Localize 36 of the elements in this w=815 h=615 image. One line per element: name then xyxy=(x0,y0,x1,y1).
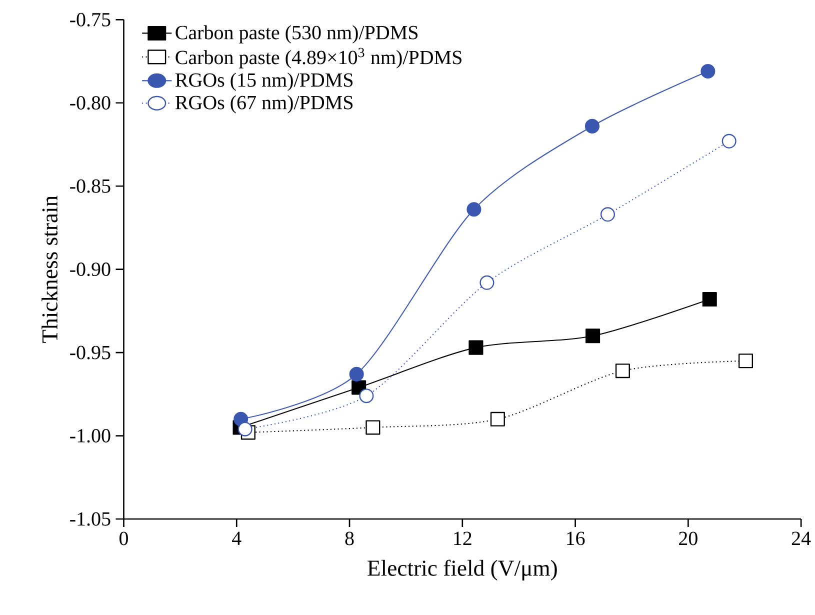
point xyxy=(238,422,252,436)
point xyxy=(584,118,600,134)
legend-label: RGOs (15 nm)/PDMS xyxy=(175,72,353,91)
point xyxy=(702,292,717,307)
point xyxy=(468,340,484,355)
y-tick-label: -0.80 xyxy=(70,96,110,110)
point xyxy=(359,388,374,404)
point xyxy=(366,420,380,435)
point xyxy=(349,366,364,382)
x-tick-label: 0 xyxy=(119,532,128,546)
y-tick-label: -0.85 xyxy=(70,179,110,193)
point xyxy=(700,64,716,79)
point xyxy=(600,207,616,222)
x-axis-title: Electric field (V/μm) xyxy=(368,560,557,581)
point xyxy=(722,134,736,148)
point xyxy=(490,412,505,426)
x-tick-label: 8 xyxy=(345,532,354,546)
y-tick-label: -0.75 xyxy=(70,12,110,26)
point xyxy=(615,364,630,378)
y-tick-label: -0.95 xyxy=(70,346,110,360)
legend-label: Carbon paste (530 nm)/PDMS xyxy=(176,25,418,44)
point xyxy=(586,328,600,344)
x-tick-label: 16 xyxy=(567,532,585,546)
x-tick-label: 12 xyxy=(454,532,472,545)
legend-label: Carbon paste (4.89×10$^{3}$ nm)/PDMS xyxy=(176,48,462,68)
x-tick-label: 20 xyxy=(679,532,698,546)
x-tick-label: 24 xyxy=(792,532,811,545)
y-tick-label: -0.90 xyxy=(70,262,110,276)
y-tick-label: -1.05 xyxy=(70,512,110,526)
point xyxy=(738,354,754,368)
legend-label: RGOs (67 nm)/PDMS xyxy=(175,95,353,114)
y-tick-label: -1.00 xyxy=(70,428,110,443)
point xyxy=(466,202,482,217)
y-axis-title: Thickness strain xyxy=(42,196,58,343)
point xyxy=(480,275,494,290)
x-tick-label: 4 xyxy=(232,532,242,545)
